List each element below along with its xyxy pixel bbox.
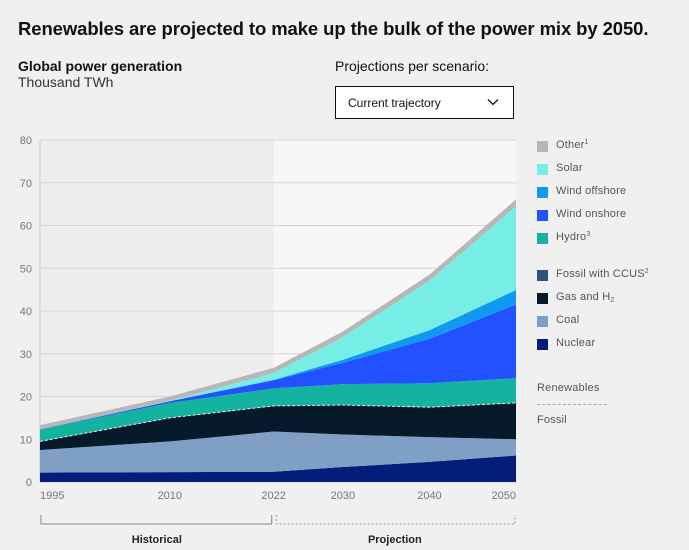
unit-label: Thousand TWh: [18, 74, 114, 90]
x-tick-label: 2030: [331, 490, 355, 502]
scenario-dropdown[interactable]: Current trajectory: [335, 86, 514, 119]
x-tick-label: 1995: [40, 490, 64, 502]
y-tick-label: 10: [20, 434, 32, 446]
legend-label: Wind offshore: [556, 185, 627, 197]
legend-swatch: [537, 270, 548, 281]
legend-item-gas-h2: Gas and H2: [537, 290, 687, 306]
y-tick-label: 40: [20, 306, 32, 318]
chevron-down-icon: [487, 99, 499, 106]
chart-title: Renewables are projected to make up the …: [18, 18, 649, 39]
area-nuclear: [40, 455, 516, 482]
y-tick-label: 60: [20, 221, 32, 233]
legend-label: Solar: [556, 162, 583, 174]
scenario-label: Projections per scenario:: [335, 58, 490, 74]
area-coal: [40, 431, 516, 473]
y-tick-label: 70: [20, 178, 32, 190]
legend-swatch: [537, 141, 548, 152]
legend-swatch: [537, 293, 548, 304]
legend-swatch: [537, 210, 548, 221]
legend-label: Wind onshore: [556, 208, 627, 220]
scenario-selected-value: Current trajectory: [348, 96, 441, 110]
area-hydro: [40, 378, 516, 442]
x-tick-label: 2050: [492, 490, 516, 502]
legend-item-wind-offshore: Wind offshore: [537, 184, 687, 200]
x-tick-label: 2040: [417, 490, 441, 502]
area-wind-onshore: [40, 304, 516, 430]
projection-label: Projection: [368, 534, 422, 546]
x-tick-label: 2010: [158, 490, 182, 502]
area-solar: [40, 206, 516, 430]
y-tick-label: 50: [20, 263, 32, 275]
y-tick-label: 30: [20, 349, 32, 361]
y-tick-label: 0: [26, 477, 32, 489]
x-tick-label: 2022: [261, 490, 285, 502]
legend-group-renewables: Renewables: [537, 382, 600, 394]
legend-swatch: [537, 339, 548, 350]
legend-item-other: Other1: [537, 138, 687, 154]
legend-item-wind-onshore: Wind onshore: [537, 207, 687, 223]
legend-item-solar: Solar: [537, 161, 687, 177]
y-tick-label: 80: [20, 135, 32, 147]
legend-swatch: [537, 233, 548, 244]
legend-swatch: [537, 316, 548, 327]
y-tick-label: 20: [20, 392, 32, 404]
renewables-fossil-divider: [39, 402, 517, 442]
projection-bracket: [276, 515, 516, 525]
legend-swatch: [537, 187, 548, 198]
legend-item-coal: Coal: [537, 313, 687, 329]
legend-swatch: [537, 164, 548, 175]
legend-label: Gas and H2: [556, 291, 615, 304]
legend-label: Nuclear: [556, 337, 596, 349]
area-gas-h2: [40, 402, 516, 450]
legend-group-divider: [537, 404, 607, 405]
legend-label: Hydro3: [556, 231, 591, 243]
historical-bracket: [40, 515, 273, 525]
legend-item-nuclear: Nuclear: [537, 336, 687, 352]
legend-item-hydro: Hydro3: [537, 230, 687, 246]
legend-label: Coal: [556, 314, 580, 326]
legend-label: Other1: [556, 139, 589, 151]
legend-item-fossil-ccus: Fossil with CCUS2: [537, 267, 687, 283]
legend-label: Fossil with CCUS2: [556, 268, 649, 280]
legend-group-fossil: Fossil: [537, 414, 567, 426]
chart-subtitle: Global power generation: [18, 58, 183, 74]
historical-label: Historical: [132, 534, 182, 546]
